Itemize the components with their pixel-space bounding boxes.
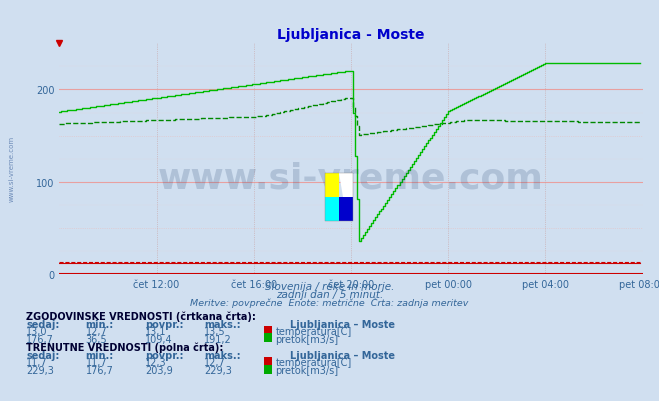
Text: ZGODOVINSKE VREDNOSTI (črtkana črta):: ZGODOVINSKE VREDNOSTI (črtkana črta): bbox=[26, 310, 256, 321]
Text: maks.:: maks.: bbox=[204, 319, 241, 329]
Bar bbox=[325, 173, 339, 197]
Text: 11,7: 11,7 bbox=[86, 357, 107, 367]
Text: Ljubljanica – Moste: Ljubljanica – Moste bbox=[290, 319, 395, 329]
Text: 229,3: 229,3 bbox=[26, 365, 54, 375]
Text: 13,5: 13,5 bbox=[204, 326, 226, 336]
Text: 12,3: 12,3 bbox=[145, 357, 167, 367]
Polygon shape bbox=[339, 173, 353, 197]
Bar bbox=[339, 197, 353, 221]
Text: pretok[m3/s]: pretok[m3/s] bbox=[275, 365, 339, 375]
Text: 13,1: 13,1 bbox=[145, 326, 167, 336]
Text: TRENUTNE VREDNOSTI (polna črta):: TRENUTNE VREDNOSTI (polna črta): bbox=[26, 341, 224, 352]
Text: 12,7: 12,7 bbox=[204, 357, 226, 367]
Text: zadnji dan / 5 minut.: zadnji dan / 5 minut. bbox=[276, 290, 383, 300]
Text: 203,9: 203,9 bbox=[145, 365, 173, 375]
Text: 229,3: 229,3 bbox=[204, 365, 232, 375]
Bar bbox=[325, 197, 339, 221]
Text: Meritve: povprečne  Enote: metrične  Črta: zadnja meritev: Meritve: povprečne Enote: metrične Črta:… bbox=[190, 297, 469, 308]
Text: Ljubljanica – Moste: Ljubljanica – Moste bbox=[290, 350, 395, 360]
Text: temperatura[C]: temperatura[C] bbox=[275, 326, 352, 336]
Text: 191,2: 191,2 bbox=[204, 334, 232, 344]
Text: povpr.:: povpr.: bbox=[145, 350, 183, 360]
Text: 11,7: 11,7 bbox=[26, 357, 48, 367]
Text: 176,7: 176,7 bbox=[86, 365, 113, 375]
Text: sedaj:: sedaj: bbox=[26, 319, 60, 329]
Text: 36,5: 36,5 bbox=[86, 334, 107, 344]
Text: min.:: min.: bbox=[86, 350, 114, 360]
Text: 13,0: 13,0 bbox=[26, 326, 48, 336]
Title: Ljubljanica - Moste: Ljubljanica - Moste bbox=[277, 28, 424, 42]
Text: temperatura[C]: temperatura[C] bbox=[275, 357, 352, 367]
Bar bbox=[325, 173, 353, 221]
Text: maks.:: maks.: bbox=[204, 350, 241, 360]
Text: 176,7: 176,7 bbox=[26, 334, 54, 344]
Text: povpr.:: povpr.: bbox=[145, 319, 183, 329]
Text: www.si-vreme.com: www.si-vreme.com bbox=[158, 161, 544, 195]
Text: 12,7: 12,7 bbox=[86, 326, 107, 336]
Text: 109,4: 109,4 bbox=[145, 334, 173, 344]
Text: min.:: min.: bbox=[86, 319, 114, 329]
Text: sedaj:: sedaj: bbox=[26, 350, 60, 360]
Text: pretok[m3/s]: pretok[m3/s] bbox=[275, 334, 339, 344]
Text: www.si-vreme.com: www.si-vreme.com bbox=[9, 136, 14, 201]
Text: Slovenija / reke in morje.: Slovenija / reke in morje. bbox=[265, 282, 394, 292]
